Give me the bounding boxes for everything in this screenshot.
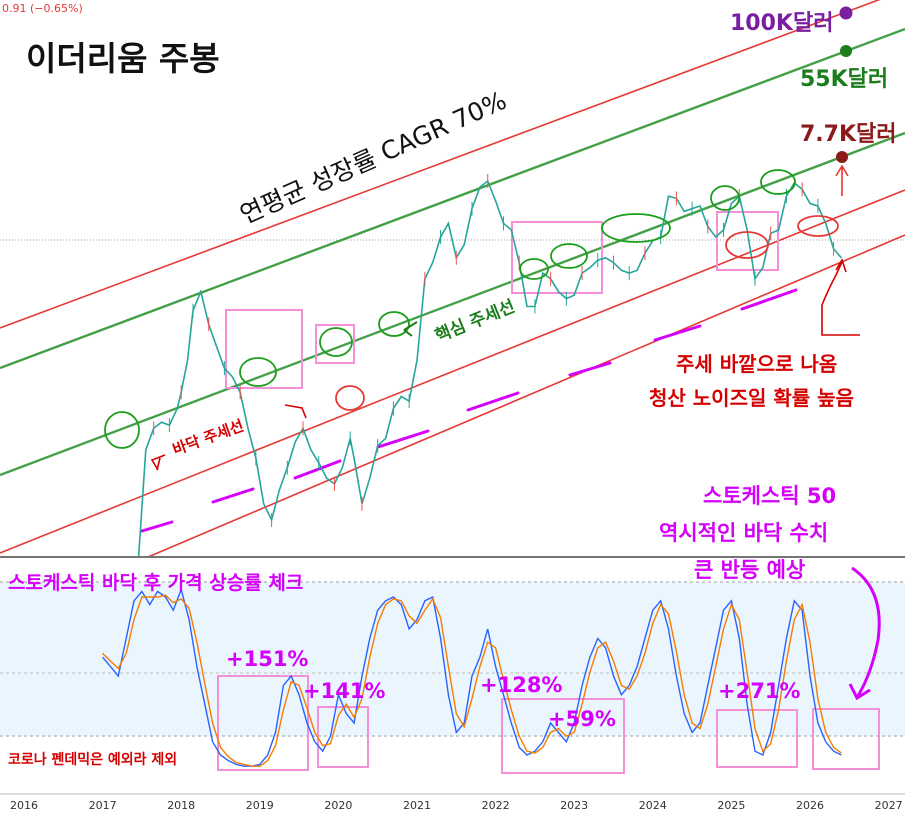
highlight-box-1 <box>225 309 303 389</box>
x-tick-2027: 2027 <box>875 799 903 812</box>
support-dash-3 <box>293 459 342 480</box>
x-tick-2026: 2026 <box>796 799 824 812</box>
gain-label-3: +128% <box>480 673 562 697</box>
stoch-note-line3: 큰 반등 예상 <box>694 558 805 582</box>
breakout-note-line1: 주세 바깥으로 나옴 <box>676 352 837 376</box>
touch-circle-7 <box>601 213 671 243</box>
highlight-box-4 <box>716 211 779 271</box>
highlight-box-8 <box>716 709 798 768</box>
support-dash-7 <box>653 324 702 342</box>
price-change-readout: 0.91 (−0.65%) <box>2 2 83 15</box>
x-tick-2022: 2022 <box>482 799 510 812</box>
support-dash-4 <box>376 429 430 449</box>
gain-label-5: +271% <box>718 679 800 703</box>
touch-circle-12 <box>797 215 839 237</box>
touch-circle-2 <box>239 357 277 387</box>
stoch-line-1 <box>102 587 842 767</box>
touch-circle-8 <box>710 185 740 211</box>
target-7700-dot <box>836 151 848 163</box>
price-layer <box>137 173 843 556</box>
stoch-line-2 <box>102 594 842 767</box>
covid-note: 코로나 펜데믹은 예외라 제외 <box>8 751 177 768</box>
channel-line-upper-middle <box>0 27 905 370</box>
floor-trend-arrow-left <box>150 454 166 471</box>
channel-line-floor <box>0 189 905 554</box>
target-55k-dot <box>840 45 852 57</box>
highlight-box-7 <box>501 698 625 774</box>
channel-line-lower <box>148 234 905 556</box>
touch-circle-9 <box>760 169 796 195</box>
target-arrow <box>835 164 849 196</box>
floor-trend-arrow-right <box>284 404 307 419</box>
x-tick-2020: 2020 <box>324 799 352 812</box>
target-7700-label: 7.7K달러 <box>800 122 897 147</box>
channel-line-core <box>0 131 905 477</box>
x-tick-2023: 2023 <box>560 799 588 812</box>
touch-circle-11 <box>725 231 769 259</box>
x-tick-2016: 2016 <box>10 799 38 812</box>
touch-circle-4 <box>378 311 410 337</box>
support-dash-5 <box>466 391 520 412</box>
touch-circles <box>104 169 839 449</box>
breakout-note-line2: 청산 노이즈일 확률 높음 <box>649 386 854 410</box>
gain-label-2: +141% <box>303 679 385 703</box>
x-tick-2017: 2017 <box>89 799 117 812</box>
touch-circle-10 <box>335 385 365 411</box>
magenta-dashes <box>140 288 798 533</box>
core-trend-label: 핵심 주세선 <box>432 297 517 347</box>
support-dash-8 <box>740 288 798 311</box>
cagr-label: 연평균 성장률 CAGR 70% <box>236 86 511 230</box>
main-title: 이더리움 주봉 <box>26 39 220 78</box>
support-dash-6 <box>568 361 612 377</box>
touch-circle-6 <box>550 243 588 269</box>
price-line <box>137 179 843 556</box>
x-tick-2018: 2018 <box>167 799 195 812</box>
x-tick-2024: 2024 <box>639 799 667 812</box>
breakout-arrow <box>821 258 860 336</box>
target-55k-label: 55K달러 <box>800 67 888 92</box>
stoch-note-line1: 스토케스틱 50 <box>703 484 836 508</box>
stoch-title: 스토케스틱 바닥 후 가격 상승률 체크 <box>8 572 303 594</box>
x-tick-2019: 2019 <box>246 799 274 812</box>
highlight-box-9 <box>812 708 880 770</box>
trend-channels <box>0 0 905 556</box>
stoch-note-line2: 역시적인 바닥 수치 <box>659 521 828 545</box>
highlight-box-3 <box>511 221 603 294</box>
core-trend-arrow <box>403 321 418 337</box>
gain-label-1: +151% <box>226 647 308 671</box>
target-100k-label: 100K달러 <box>730 11 833 36</box>
x-axis-ticks: 2016 2017 2018 2019 2020 2021 2022 2023 2024 2025… <box>10 799 903 812</box>
highlight-box-2 <box>315 324 355 364</box>
x-tick-2021: 2021 <box>403 799 431 812</box>
support-dash-2 <box>211 487 255 504</box>
stoch-layer <box>102 587 842 767</box>
highlight-box-5 <box>217 675 309 771</box>
target-100k-dot <box>839 6 853 20</box>
x-tick-2025: 2025 <box>717 799 745 812</box>
support-dash-1 <box>140 520 174 533</box>
touch-circle-3 <box>319 327 353 357</box>
touch-circle-1 <box>104 411 140 449</box>
stoch-note-arrow <box>848 566 881 701</box>
touch-circle-5 <box>519 258 549 280</box>
gain-label-4: +59% <box>548 707 616 731</box>
floor-trend-label: 바닥 주세선 <box>170 416 246 458</box>
channel-line-upper <box>0 0 881 329</box>
